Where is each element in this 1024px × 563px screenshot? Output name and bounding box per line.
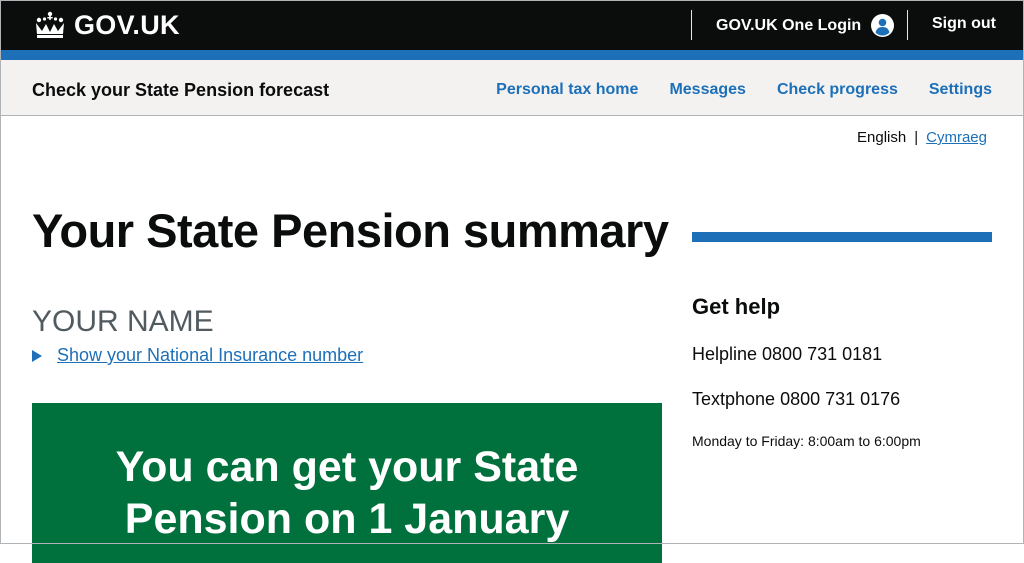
header-divider (907, 10, 908, 40)
pension-date-panel: You can get your State Pension on 1 Janu… (32, 403, 662, 563)
language-cymraeg-link[interactable]: Cymraeg (926, 129, 987, 146)
one-login-link[interactable]: GOV.UK One Login (716, 14, 895, 37)
sign-out-link[interactable]: Sign out (932, 15, 996, 32)
person-icon (871, 14, 895, 37)
logo-text: GOV.UK (74, 9, 180, 40)
page-title: Your State Pension summary (32, 204, 669, 257)
get-help-heading: Get help (692, 294, 781, 319)
name-caption: YOUR NAME (32, 305, 214, 338)
panel-title: You can get your State Pension on 1 Janu… (115, 443, 579, 543)
nav-check-progress[interactable]: Check progress (776, 81, 898, 98)
sidebar-blue-rule (692, 232, 992, 242)
gov-uk-logo-link[interactable]: GOV.UK (32, 9, 180, 41)
service-navigation: Check your State Pension forecast Person… (0, 60, 1024, 116)
header-divider (691, 10, 692, 40)
triangle-right-icon (32, 349, 42, 362)
gov-uk-header: GOV.UK GOV.UK One Login Sign out (0, 0, 1024, 50)
helpline-text: Helpline 0800 731 0181 (692, 344, 883, 364)
crown-icon (36, 11, 64, 38)
ni-number-toggle-label[interactable]: Show your National Insurance number (57, 345, 364, 365)
opening-hours-text: Monday to Friday: 8:00am to 6:00pm (692, 433, 921, 449)
language-toggle: English | Cymraeg (857, 129, 987, 146)
textphone-text: Textphone 0800 731 0176 (692, 389, 901, 409)
service-name[interactable]: Check your State Pension forecast (32, 80, 330, 100)
service-nav-links: Personal tax home Messages Check progres… (496, 81, 992, 99)
language-current: English (857, 129, 907, 146)
header-blue-bar (0, 50, 1024, 60)
nav-settings[interactable]: Settings (928, 81, 992, 98)
nav-messages[interactable]: Messages (669, 81, 746, 98)
ni-number-toggle[interactable]: Show your National Insurance number (32, 345, 363, 366)
one-login-label: GOV.UK One Login (716, 16, 862, 34)
language-separator: | (914, 129, 919, 146)
nav-personal-tax-home[interactable]: Personal tax home (496, 81, 639, 98)
